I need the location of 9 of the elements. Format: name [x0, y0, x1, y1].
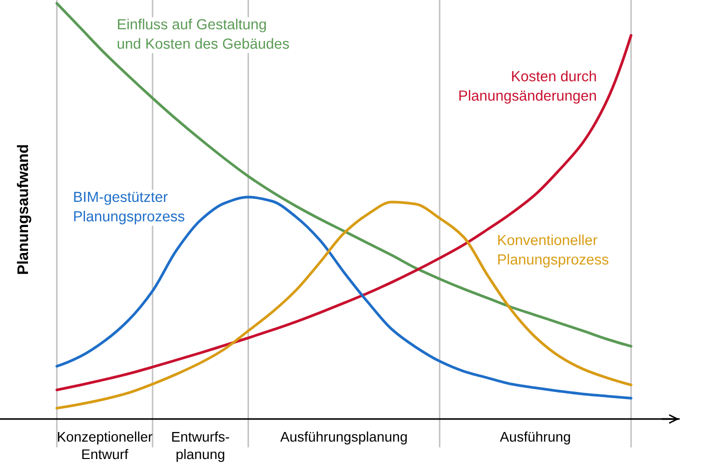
x-tick-label: Ausführungsplanung — [280, 432, 407, 444]
x-tick-label: Konzeptioneller Entwurf — [58, 432, 152, 460]
x-tick-label: Ausführung — [500, 432, 570, 444]
series-label: Einfluss auf Gestaltung und Kosten des Gebäudes — [118, 18, 289, 49]
y-axis-title: Planungsaufwand — [16, 145, 32, 274]
x-tick-label: Entwurfs- planung — [172, 432, 230, 462]
series-label: Kosten durch Planungsänderungen — [459, 70, 596, 104]
series-label: BIM-gestützter Planungsprozess — [74, 192, 184, 224]
series-label: Konventioneller Planungsprozess — [498, 234, 608, 268]
